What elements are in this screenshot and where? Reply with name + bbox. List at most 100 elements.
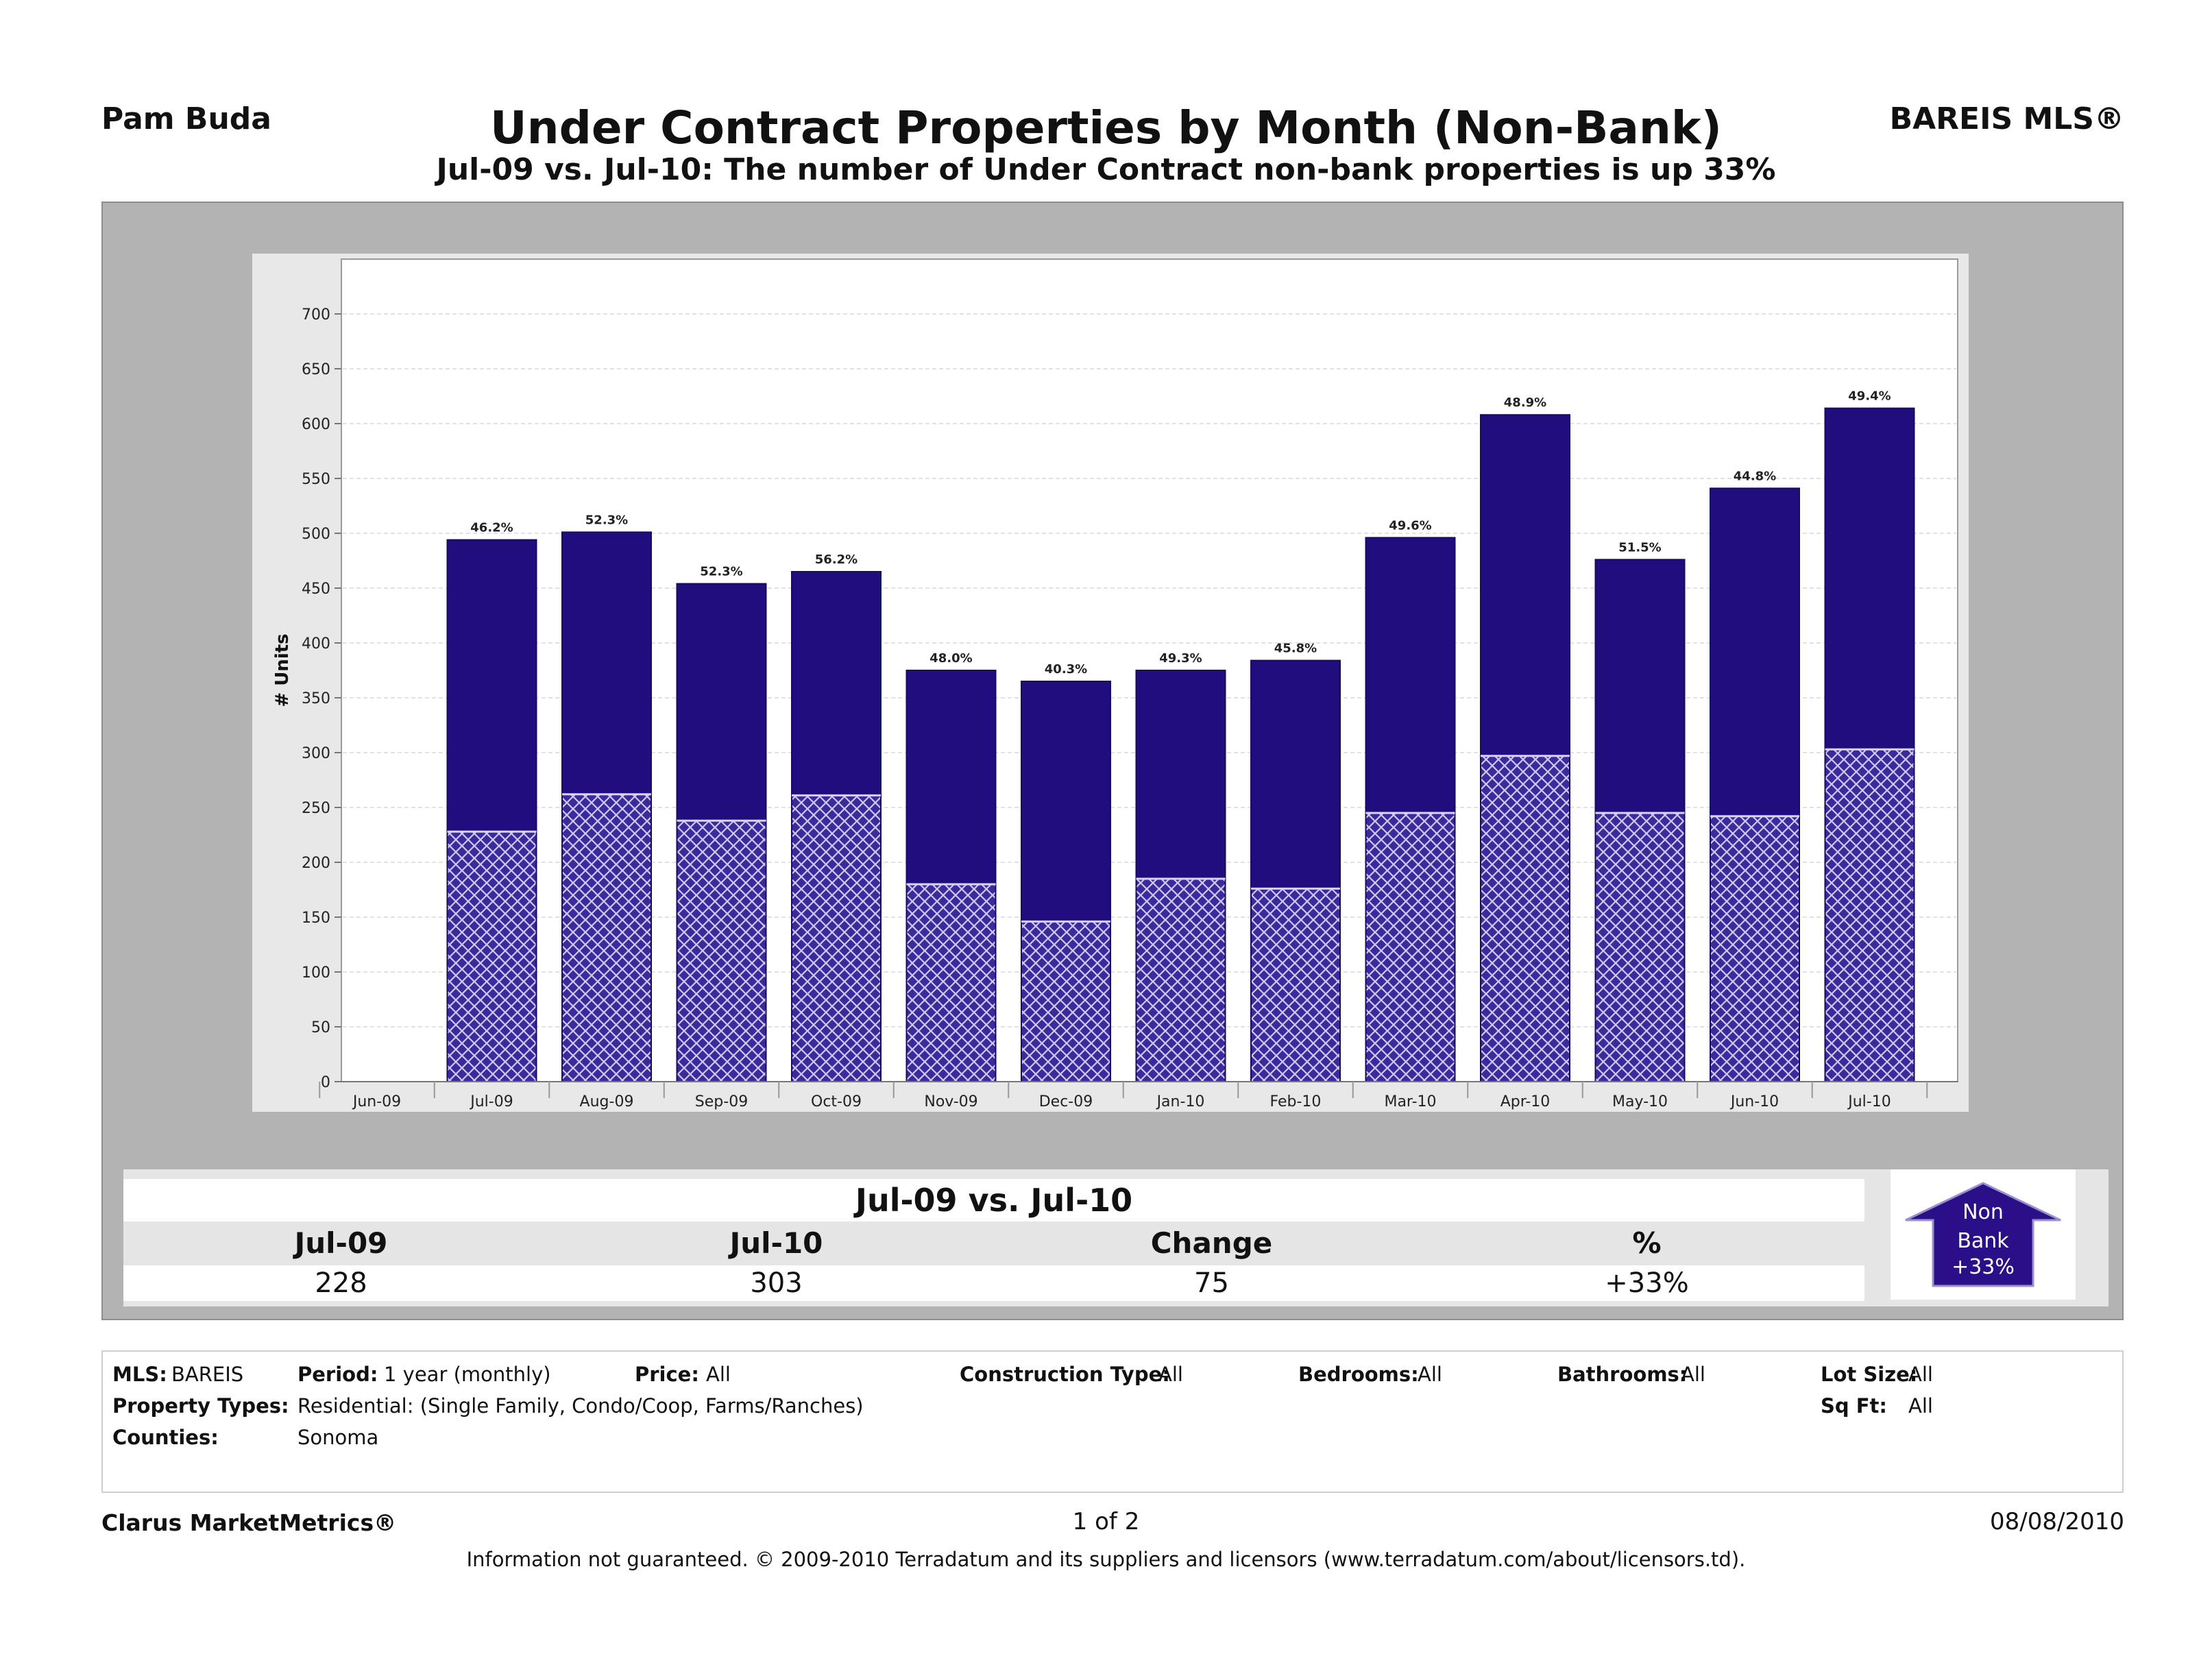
bar-data-label: 45.8%	[1274, 642, 1317, 656]
x-tick-label: Apr-10	[1500, 1093, 1551, 1110]
y-tick-label: 500	[302, 526, 330, 543]
lot-size-label: Lot Size:	[1821, 1363, 1918, 1386]
bar-segment-solid	[1594, 559, 1686, 814]
y-tick-label: 150	[302, 910, 330, 927]
bathrooms-label: Bathrooms:	[1557, 1363, 1688, 1386]
property-types-label: Property Types:	[112, 1394, 289, 1418]
summary-title-row	[123, 1179, 1864, 1221]
bar-data-label: 51.5%	[1618, 540, 1661, 555]
lot-size-value: All	[1908, 1363, 1933, 1386]
x-tick-label: Dec-09	[1039, 1093, 1093, 1110]
summary-value-jul09: 228	[315, 1267, 367, 1299]
sq-ft-label: Sq Ft:	[1821, 1394, 1888, 1418]
sq-ft-value: All	[1908, 1394, 1933, 1418]
bar-segment-hatched	[1710, 815, 1800, 1082]
bar-segment-solid	[1365, 537, 1456, 814]
summary-header-jul10: Jul-10	[729, 1226, 823, 1260]
footer-brand: Clarus MarketMetrics®	[101, 1509, 397, 1536]
bar-segment-hatched	[1594, 812, 1686, 1082]
x-tick-label: Jun-09	[352, 1093, 401, 1110]
up-arrow-icon	[1905, 1182, 2061, 1287]
mls-label: MLS:	[112, 1363, 167, 1386]
bathrooms-value: All	[1681, 1363, 1705, 1386]
report-subtitle: Jul-09 vs. Jul-10: The number of Under C…	[436, 152, 1776, 187]
mls-brand: BAREIS MLS®	[1889, 101, 2124, 136]
bar-data-label: 52.3%	[585, 513, 628, 527]
price-label: Price:	[635, 1363, 699, 1386]
agent-name: Pam Buda	[101, 101, 271, 136]
bar-segment-solid	[1824, 407, 1915, 751]
y-tick-label: 450	[302, 581, 330, 598]
report-date: 08/08/2010	[1990, 1508, 2124, 1535]
bar-data-label: 48.9%	[1504, 396, 1546, 410]
badge-line-1: Non	[1962, 1200, 2004, 1224]
x-tick-label: Jul-09	[469, 1093, 513, 1110]
x-tick-label: Sep-09	[695, 1093, 748, 1110]
bar-data-label: 44.8%	[1734, 469, 1776, 483]
price-value: All	[706, 1363, 731, 1386]
filter-box: MLS: BAREIS Period: 1 year (monthly) Pri…	[101, 1350, 2124, 1493]
bar-data-label: 46.2%	[470, 521, 513, 535]
x-tick-label: Mar-10	[1384, 1093, 1436, 1110]
bar-segment-solid	[1021, 681, 1111, 923]
mls-value: BAREIS	[171, 1363, 244, 1386]
bar-segment-hatched	[1135, 878, 1226, 1082]
bar-data-label: 49.4%	[1848, 389, 1891, 404]
y-tick-label: 200	[302, 855, 330, 872]
bar-segment-solid	[791, 571, 882, 797]
x-tick-label: Jun-10	[1729, 1093, 1779, 1110]
period-label: Period:	[297, 1363, 378, 1386]
report-title: Under Contract Properties by Month (Non-…	[490, 101, 1722, 154]
bar-segment-hatched	[1480, 755, 1570, 1082]
property-types-value: Residential: (Single Family, Condo/Coop,…	[297, 1394, 864, 1418]
y-tick-label: 700	[302, 306, 330, 324]
summary-value-jul10: 303	[750, 1267, 803, 1299]
bar-segment-hatched	[906, 884, 997, 1082]
bar-segment-solid	[446, 539, 537, 833]
y-tick-label: 650	[302, 361, 330, 378]
y-tick-label: 300	[302, 745, 330, 762]
bar-segment-solid	[1480, 414, 1570, 757]
period-value: 1 year (monthly)	[384, 1363, 551, 1386]
y-axis-title: # Units	[272, 633, 293, 707]
counties-label: Counties:	[112, 1426, 219, 1449]
x-tick-label: Oct-09	[811, 1093, 862, 1110]
y-tick-label: 600	[302, 416, 330, 433]
bar-data-label: 49.6%	[1389, 518, 1431, 533]
bar-segment-hatched	[1365, 812, 1456, 1082]
construction-type-label: Construction Type:	[960, 1363, 1170, 1386]
y-tick-label: 50	[311, 1019, 330, 1036]
bar-data-label: 40.3%	[1045, 662, 1087, 677]
bedrooms-label: Bedrooms:	[1298, 1363, 1419, 1386]
page-number: 1 of 2	[1072, 1508, 1140, 1535]
x-tick-label: Jan-10	[1156, 1093, 1205, 1110]
bar-segment-solid	[1135, 670, 1226, 879]
y-tick-label: 100	[302, 964, 330, 982]
bar-segment-hatched	[1250, 888, 1341, 1083]
summary-header-percent: %	[1632, 1226, 1662, 1260]
badge-line-2: Bank	[1957, 1229, 2009, 1253]
disclaimer: Information not guaranteed. © 2009-2010 …	[466, 1548, 1746, 1571]
under-contract-chart: 46.2% 52.3% 52.3% 56.2% 48.0% 40.3% 49.3% 45.8%…	[272, 258, 1958, 1110]
bar-data-label: 49.3%	[1159, 651, 1202, 666]
change-badge: Non Bank +33%	[1891, 1169, 2076, 1300]
y-tick-label: 0	[321, 1074, 330, 1091]
x-tick-label: Feb-10	[1270, 1093, 1322, 1110]
bar-segment-hatched	[791, 794, 882, 1083]
summary-panel: Jul-09 vs. Jul-10 Jul-09 Jul-10 Change %…	[123, 1169, 2108, 1306]
summary-value-change: 75	[1194, 1267, 1229, 1299]
y-tick-label: 400	[302, 635, 330, 653]
construction-type-value: All	[1158, 1363, 1183, 1386]
summary-value-percent: +33%	[1605, 1267, 1689, 1299]
counties-value: Sonoma	[297, 1426, 379, 1449]
y-tick-label: 250	[302, 800, 330, 817]
x-tick-label: May-10	[1612, 1093, 1668, 1110]
badge-line-3: +33%	[1952, 1255, 2015, 1279]
bar-segment-hatched	[446, 831, 537, 1082]
bar-data-label: 48.0%	[929, 651, 972, 666]
bar-segment-hatched	[676, 820, 767, 1082]
summary-header-jul09: Jul-09	[294, 1226, 388, 1260]
y-tick-label: 550	[302, 471, 330, 488]
bar-segment-hatched	[1021, 921, 1111, 1083]
bar-data-label: 56.2%	[815, 552, 858, 567]
